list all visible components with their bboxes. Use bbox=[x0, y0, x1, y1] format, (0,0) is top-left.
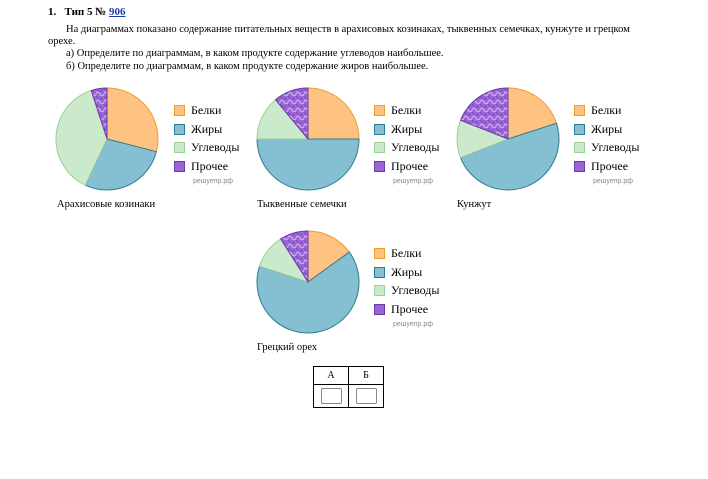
legend-item-carbs: Углеводы bbox=[574, 140, 639, 154]
legend-label: Углеводы bbox=[591, 139, 640, 154]
pie-slice-other bbox=[279, 230, 309, 284]
carbs-swatch bbox=[574, 141, 585, 153]
task-intro-line2: орехе. bbox=[48, 36, 76, 47]
pie-slice-carbs bbox=[55, 89, 108, 186]
legend-item-other: Прочее bbox=[374, 159, 428, 173]
caption-pumpkin-seeds: Тыквенные семечки bbox=[257, 199, 347, 210]
legend-label: Прочее bbox=[391, 158, 429, 173]
pie-slice-fat bbox=[84, 138, 158, 191]
carbs-swatch bbox=[374, 141, 385, 153]
pie-slice-other bbox=[90, 87, 108, 140]
pie-slice-other bbox=[459, 87, 509, 140]
watermark: решуепр.рф bbox=[393, 321, 433, 328]
legend-item-fat: Жиры bbox=[374, 122, 422, 136]
protein-swatch bbox=[574, 104, 585, 116]
answer-header-a: А bbox=[313, 366, 349, 385]
legend-label: Белки bbox=[591, 102, 622, 117]
carbs-swatch bbox=[374, 284, 385, 296]
protein-swatch bbox=[374, 247, 385, 259]
pie-slice-protein bbox=[307, 87, 360, 140]
task-type: Тип 5 № bbox=[64, 6, 107, 18]
legend-label: Жиры bbox=[191, 121, 223, 136]
legend-label: Белки bbox=[391, 245, 422, 260]
legend-label: Жиры bbox=[391, 264, 423, 279]
answer-input-a[interactable] bbox=[320, 388, 342, 404]
other-swatch bbox=[174, 160, 185, 172]
legend-item-carbs: Углеводы bbox=[174, 140, 239, 154]
legend-item-protein: Белки bbox=[374, 246, 421, 260]
legend-item-fat: Жиры bbox=[374, 265, 422, 279]
pie-slice-protein bbox=[106, 87, 159, 153]
pie-chart-peanut-brittle bbox=[55, 87, 159, 191]
task-intro-line1: На диаграммах показано содержание питате… bbox=[66, 24, 630, 35]
other-swatch bbox=[374, 160, 385, 172]
legend-label: Белки bbox=[391, 102, 422, 117]
legend-label: Прочее bbox=[191, 158, 229, 173]
answer-table: А Б bbox=[313, 366, 384, 408]
other-swatch bbox=[374, 303, 385, 315]
fat-swatch bbox=[374, 266, 385, 278]
caption-walnut: Грецкий орех bbox=[257, 342, 318, 353]
legend-item-carbs: Углеводы bbox=[374, 283, 439, 297]
legend-label: Углеводы bbox=[391, 139, 440, 154]
question-b: б) Определите по диаграммам, в каком про… bbox=[66, 61, 429, 72]
answer-cell-a bbox=[313, 384, 349, 408]
legend-label: Углеводы bbox=[191, 139, 240, 154]
answer-header-b: Б bbox=[348, 366, 384, 385]
legend-item-protein: Белки bbox=[174, 103, 221, 117]
watermark: решуепр.рф bbox=[193, 178, 233, 185]
pie-slice-fat bbox=[256, 251, 360, 334]
legend-item-other: Прочее bbox=[374, 302, 428, 316]
task-number: 1. bbox=[48, 6, 57, 18]
question-a: а) Определите по диаграммам, в каком про… bbox=[66, 48, 444, 59]
watermark: решуепр.рф bbox=[393, 178, 433, 185]
legend-item-fat: Жиры bbox=[174, 122, 222, 136]
answer-input-b[interactable] bbox=[355, 388, 377, 404]
legend-item-other: Прочее bbox=[174, 159, 228, 173]
pie-slice-protein bbox=[307, 230, 350, 283]
legend-label: Прочее bbox=[391, 301, 429, 316]
legend-item-protein: Белки bbox=[374, 103, 421, 117]
legend-label: Жиры bbox=[391, 121, 423, 136]
protein-swatch bbox=[374, 104, 385, 116]
pie-chart-walnut bbox=[256, 230, 360, 334]
caption-peanut-brittle: Арахисовые козинаки bbox=[57, 199, 156, 210]
carbs-swatch bbox=[174, 141, 185, 153]
fat-swatch bbox=[574, 123, 585, 135]
fat-swatch bbox=[374, 123, 385, 135]
legend-item-carbs: Углеводы bbox=[374, 140, 439, 154]
fat-swatch bbox=[174, 123, 185, 135]
legend-label: Прочее bbox=[591, 158, 629, 173]
pie-chart-sesame bbox=[456, 87, 560, 191]
legend-item-other: Прочее bbox=[574, 159, 628, 173]
legend-label: Белки bbox=[191, 102, 222, 117]
answer-cell-b bbox=[348, 384, 384, 408]
legend-item-fat: Жиры bbox=[574, 122, 622, 136]
task-header: 1. Тип 5 № 906 bbox=[48, 6, 126, 19]
pie-slice-fat bbox=[256, 138, 360, 191]
other-swatch bbox=[574, 160, 585, 172]
legend-item-protein: Белки bbox=[574, 103, 621, 117]
pie-slice-other bbox=[274, 87, 309, 141]
pie-chart-pumpkin-seeds bbox=[256, 87, 360, 191]
pie-slice-protein bbox=[507, 87, 558, 140]
legend-label: Жиры bbox=[591, 121, 623, 136]
caption-sesame: Кунжут bbox=[457, 199, 492, 210]
legend-label: Углеводы bbox=[391, 282, 440, 297]
protein-swatch bbox=[174, 104, 185, 116]
watermark: решуепр.рф bbox=[593, 178, 633, 185]
pie-slice-fat bbox=[459, 122, 560, 191]
task-id-link[interactable]: 906 bbox=[109, 6, 126, 18]
